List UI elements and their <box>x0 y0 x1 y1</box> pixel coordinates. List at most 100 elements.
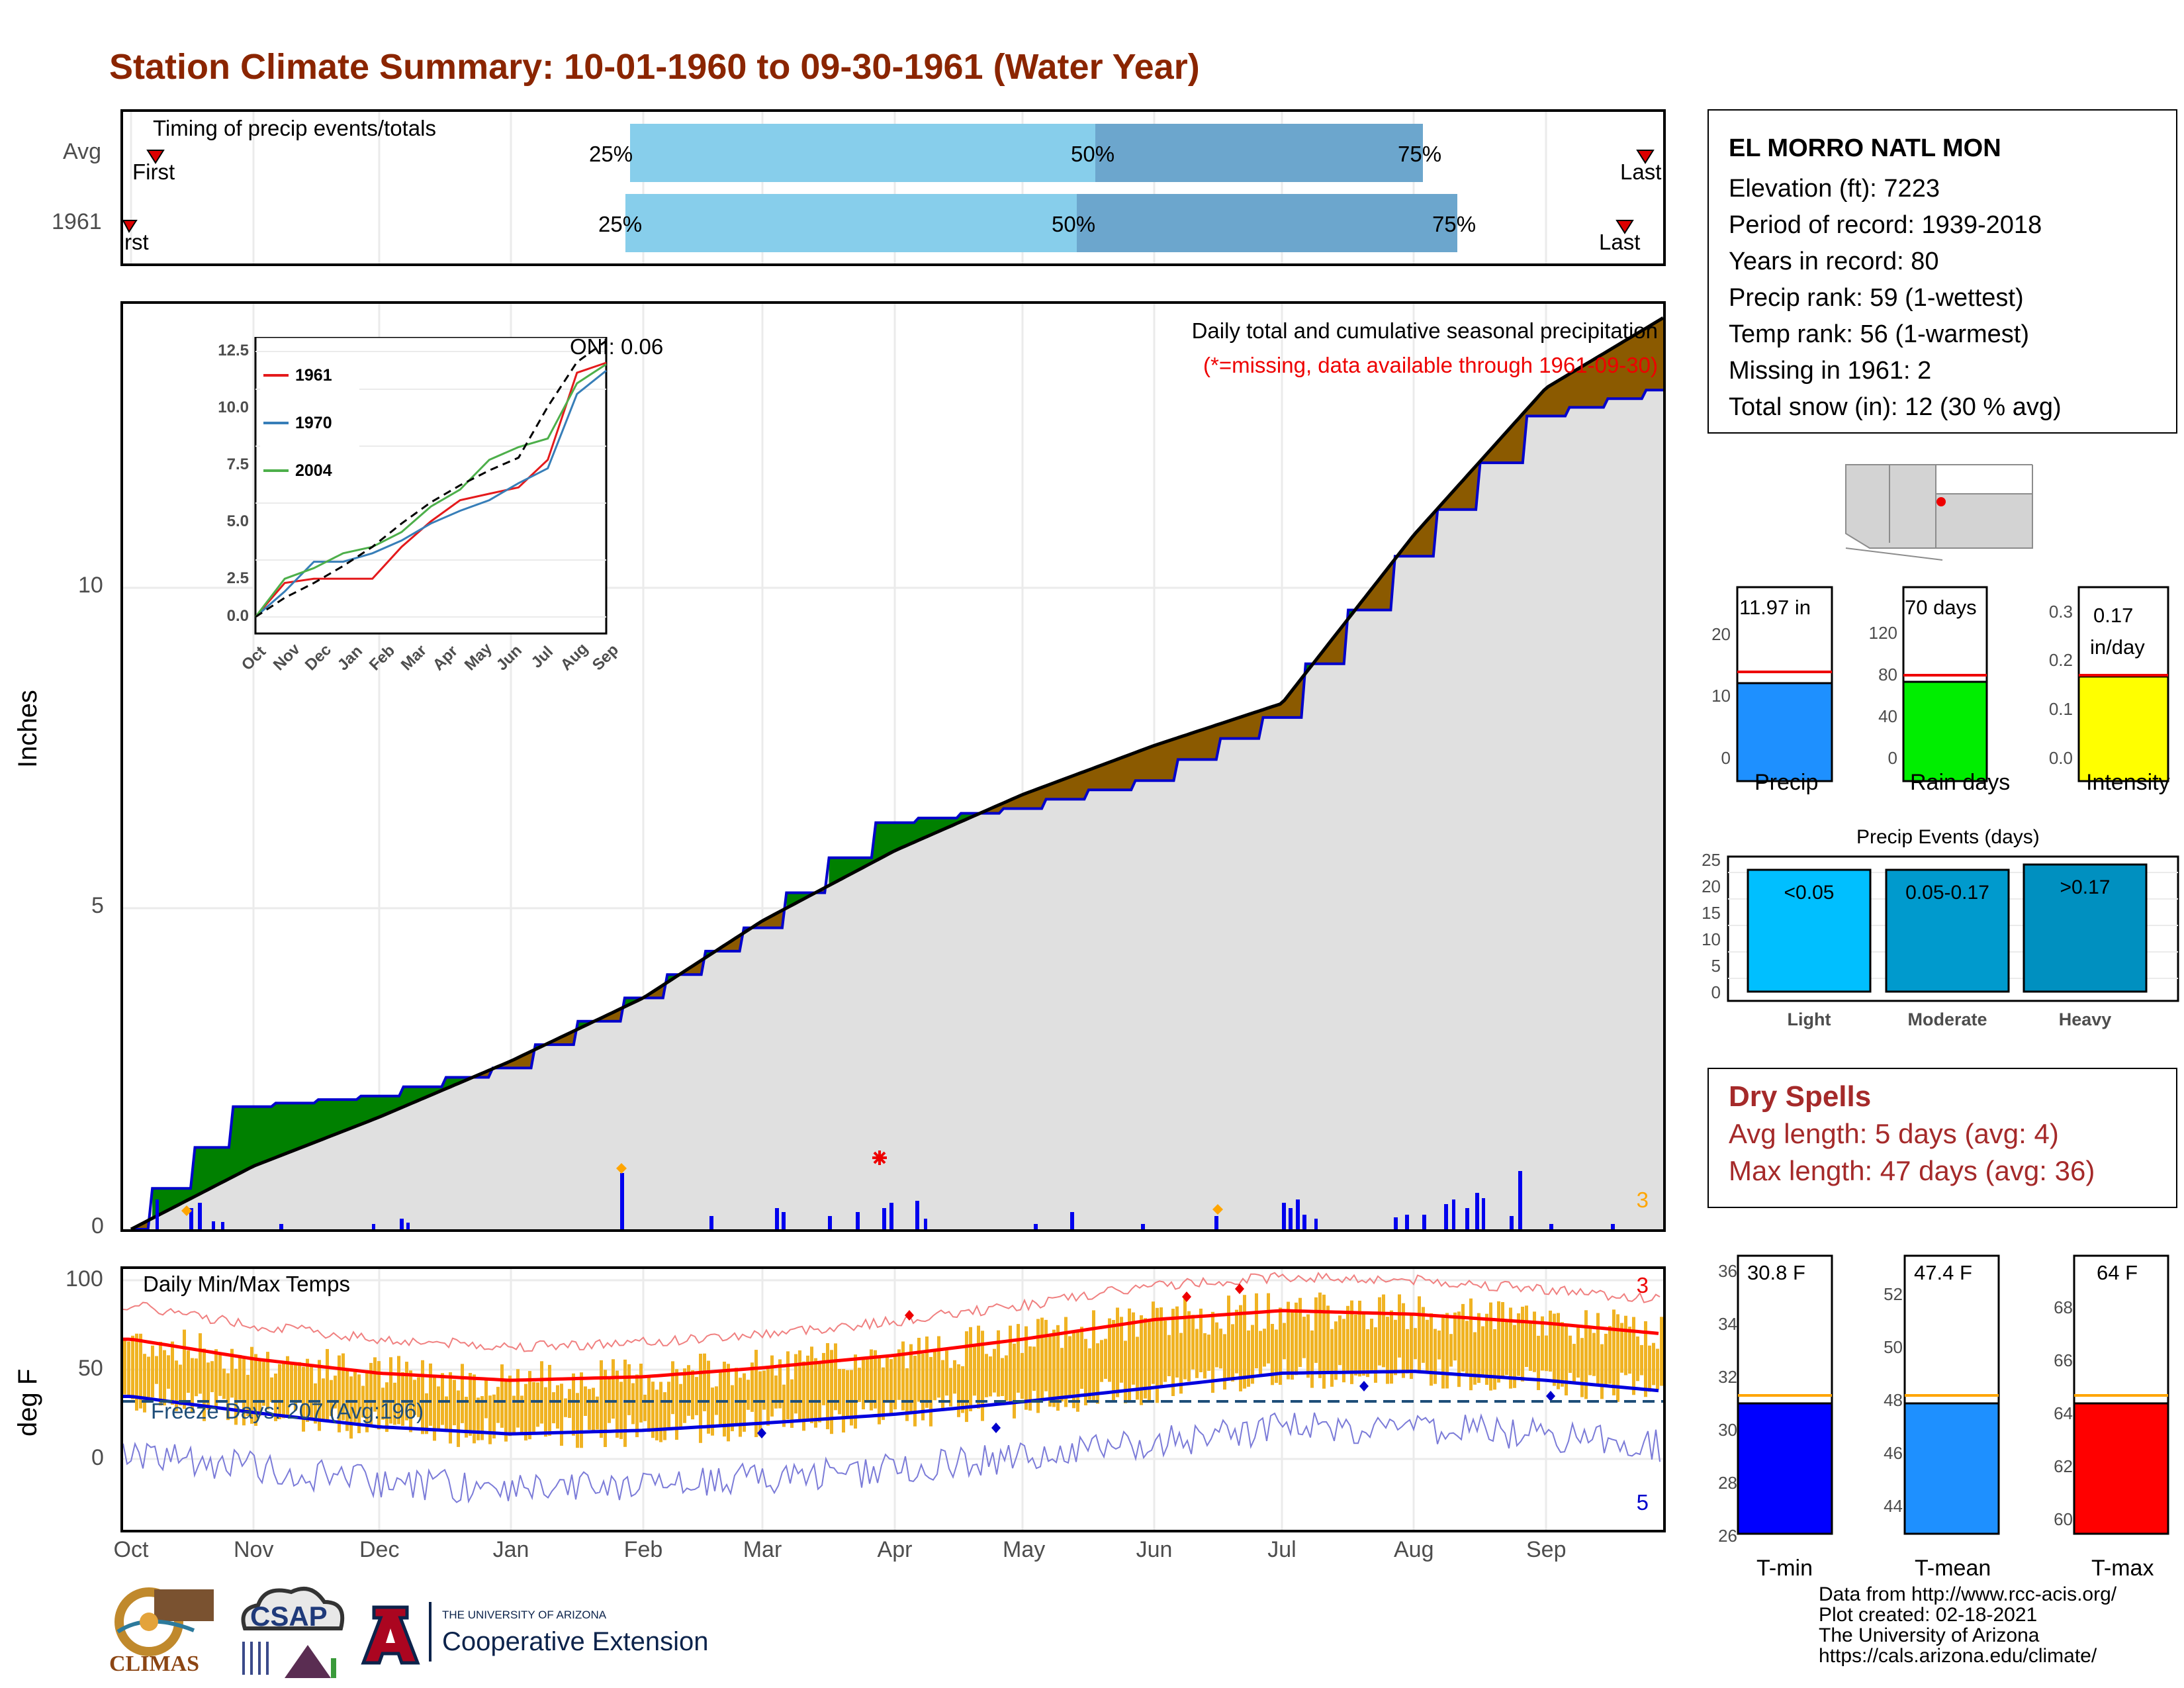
temp-bar <box>230 1348 234 1398</box>
temp-bar <box>1533 1311 1536 1372</box>
month-label: May <box>1003 1537 1046 1562</box>
temp-bar <box>1648 1345 1651 1392</box>
temp-summary-tick: 64 <box>2054 1403 2073 1423</box>
temp-bar <box>1271 1324 1274 1385</box>
yr-q75-label: 75% <box>1432 212 1477 236</box>
temp-bar <box>1410 1313 1413 1380</box>
temp-summary-tick: 66 <box>2054 1350 2073 1370</box>
tmax-label: T-max <box>2091 1556 2154 1581</box>
temp-bar <box>1636 1336 1639 1382</box>
avg-q75-label: 75% <box>1398 142 1442 166</box>
events-bars <box>1747 863 2148 993</box>
temp-summary-tick: 44 <box>1884 1496 1903 1516</box>
temp-bar <box>1283 1323 1286 1360</box>
temp-bar <box>1366 1329 1369 1378</box>
temp-bar <box>1441 1314 1445 1389</box>
temp-bar <box>667 1382 670 1429</box>
inset-ytick: 2.5 <box>226 569 249 587</box>
temp-bar <box>619 1382 623 1439</box>
raindays-tick: 40 <box>1878 706 1897 726</box>
temp-bar <box>957 1364 960 1417</box>
temp-bar <box>222 1368 226 1399</box>
temp-bar <box>766 1367 770 1426</box>
intensity-tick: 0.0 <box>2048 748 2073 768</box>
record-max-line <box>123 1272 1661 1352</box>
tmin-value: 30.8 F <box>1747 1261 1805 1284</box>
temp-bar <box>631 1383 635 1425</box>
record-max-count: 3 <box>1636 1273 1649 1297</box>
snow-markers <box>181 1163 1223 1216</box>
temp-bar <box>1565 1325 1568 1395</box>
ua-small-text: THE UNIVERSITY OF ARIZONA <box>442 1609 607 1621</box>
temp-bar <box>933 1351 936 1401</box>
temp-bar <box>1378 1297 1381 1366</box>
temp-bar <box>1056 1325 1060 1411</box>
temp-bar <box>588 1389 591 1430</box>
temp-bar <box>556 1385 559 1429</box>
temp-bar <box>1080 1327 1083 1389</box>
credit-line: https://cals.arizona.edu/climate/ <box>1819 1645 2097 1667</box>
temp-bar <box>266 1352 269 1410</box>
temp-bar <box>353 1372 357 1423</box>
temp-bar <box>195 1358 198 1397</box>
temp-bar <box>993 1348 996 1393</box>
temp-bar <box>1287 1301 1290 1380</box>
event-category: Moderate <box>1907 1009 1987 1029</box>
temp-bar <box>1028 1346 1032 1411</box>
temp-bar <box>504 1381 508 1442</box>
temp-bar <box>1398 1294 1401 1358</box>
temp-layer <box>123 1272 1663 1504</box>
temp-bar <box>1243 1295 1246 1389</box>
temp-bar <box>1108 1318 1111 1382</box>
temp-bar <box>1017 1324 1020 1393</box>
obs-cumulative-line <box>131 389 1663 1229</box>
temp-bar <box>338 1355 341 1432</box>
precip-ylabel: Inches <box>13 690 42 768</box>
temp-bar <box>1322 1294 1326 1389</box>
temp-bar <box>592 1387 595 1433</box>
station-line: Years in record: 80 <box>1729 248 1939 275</box>
temp-bar <box>449 1372 452 1444</box>
raindays-bar <box>1902 680 1988 782</box>
station-line: Missing in 1961: 2 <box>1729 357 1932 385</box>
temp-bar <box>1529 1321 1532 1371</box>
temp-summary-bars <box>1737 1254 2169 1535</box>
temp-bar <box>473 1374 476 1444</box>
temp-bar <box>945 1350 948 1396</box>
precip-tick: 0 <box>1721 748 1731 768</box>
temp-bar <box>1219 1329 1222 1369</box>
temp-bar <box>735 1368 738 1425</box>
record-min-line <box>123 1412 1661 1504</box>
temp-bar <box>1100 1340 1103 1382</box>
temp-bar <box>1517 1313 1520 1376</box>
temp-bar <box>1314 1297 1318 1363</box>
temp-bar <box>381 1387 385 1420</box>
temp-bar <box>1402 1303 1405 1378</box>
event-category: Light <box>1787 1009 1831 1029</box>
month-label: Jan <box>492 1537 529 1562</box>
intensity-label: Intensity <box>2086 770 2170 795</box>
station-line: Elevation (ft): 7223 <box>1729 175 1940 203</box>
timing-label: Timing of precip events/totals <box>153 116 436 140</box>
tmin-bar <box>1737 1402 1833 1535</box>
temp-bar <box>731 1385 734 1432</box>
avg-max-line <box>123 1309 1659 1382</box>
temp-bar <box>433 1378 436 1441</box>
temp-bar <box>1072 1331 1075 1409</box>
temp-bar <box>937 1336 940 1398</box>
temp-bar <box>1513 1325 1516 1388</box>
tmin-label: T-min <box>1756 1556 1813 1581</box>
temp-bar <box>1163 1321 1167 1382</box>
temp-bar <box>1024 1326 1028 1410</box>
event-tick: 25 <box>1702 850 1721 870</box>
temp-bar <box>1374 1327 1377 1383</box>
temp-bar <box>369 1362 373 1427</box>
temp-bar <box>683 1368 686 1423</box>
precip-area-layer <box>123 316 1663 1229</box>
temp-bar <box>139 1333 142 1409</box>
record-low-marker <box>757 1428 766 1438</box>
temp-bar <box>639 1364 643 1423</box>
temp-bar <box>1346 1305 1349 1372</box>
freeze-days-label: Freeze Days: 207 (Avg:196) <box>151 1399 424 1423</box>
intensity-tick: 0.3 <box>2048 602 2073 622</box>
